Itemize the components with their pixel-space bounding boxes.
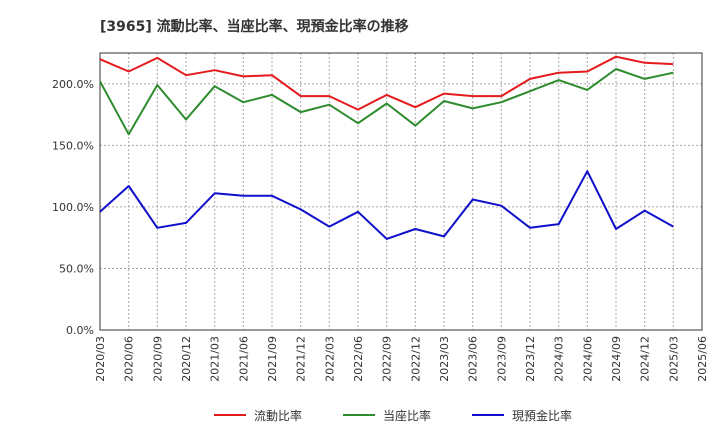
- x-tick-label: 2022/03: [323, 336, 336, 382]
- y-tick-label: 100.0%: [52, 201, 94, 214]
- x-tick-label: 2021/06: [237, 336, 250, 382]
- y-tick-label: 0.0%: [66, 324, 94, 337]
- legend-label: 現預金比率: [512, 408, 572, 423]
- x-tick-label: 2022/12: [409, 336, 422, 382]
- x-tick-label: 2023/09: [495, 336, 508, 382]
- series-line: [99, 55, 674, 111]
- x-tick-label: 2023/03: [438, 336, 451, 382]
- legend-label: 流動比率: [254, 408, 302, 423]
- x-tick-label: 2024/09: [610, 336, 623, 382]
- x-tick-label: 2020/06: [123, 336, 136, 382]
- plot-area: [100, 53, 702, 330]
- x-tick-label: 2020/09: [151, 336, 164, 382]
- x-tick-label: 2020/12: [180, 336, 193, 382]
- y-tick-label: 200.0%: [52, 78, 94, 91]
- x-tick-label: 2024/06: [581, 336, 594, 382]
- chart-title: [3965] 流動比率、当座比率、現預金比率の推移: [100, 18, 409, 35]
- x-tick-label: 2021/09: [266, 336, 279, 382]
- y-tick-label: 150.0%: [52, 139, 94, 152]
- plot-frame: [99, 52, 703, 331]
- y-tick-label: 50.0%: [59, 262, 94, 275]
- x-tick-label: 2021/03: [209, 336, 222, 382]
- series-line: [99, 170, 674, 240]
- x-tick-label: 2025/03: [667, 336, 680, 382]
- x-tick-label: 2022/09: [381, 336, 394, 382]
- x-tick-label: 2023/12: [524, 336, 537, 382]
- x-tick-label: 2025/06: [696, 336, 709, 382]
- x-tick-label: 2021/12: [295, 336, 308, 382]
- x-tick-label: 2023/06: [467, 336, 480, 382]
- x-tick-label: 2020/03: [94, 336, 107, 382]
- x-tick-label: 2024/03: [553, 336, 566, 382]
- x-tick-label: 2022/06: [352, 336, 365, 382]
- legend-label: 当座比率: [383, 408, 431, 423]
- x-tick-label: 2024/12: [639, 336, 652, 382]
- series-line: [99, 68, 674, 136]
